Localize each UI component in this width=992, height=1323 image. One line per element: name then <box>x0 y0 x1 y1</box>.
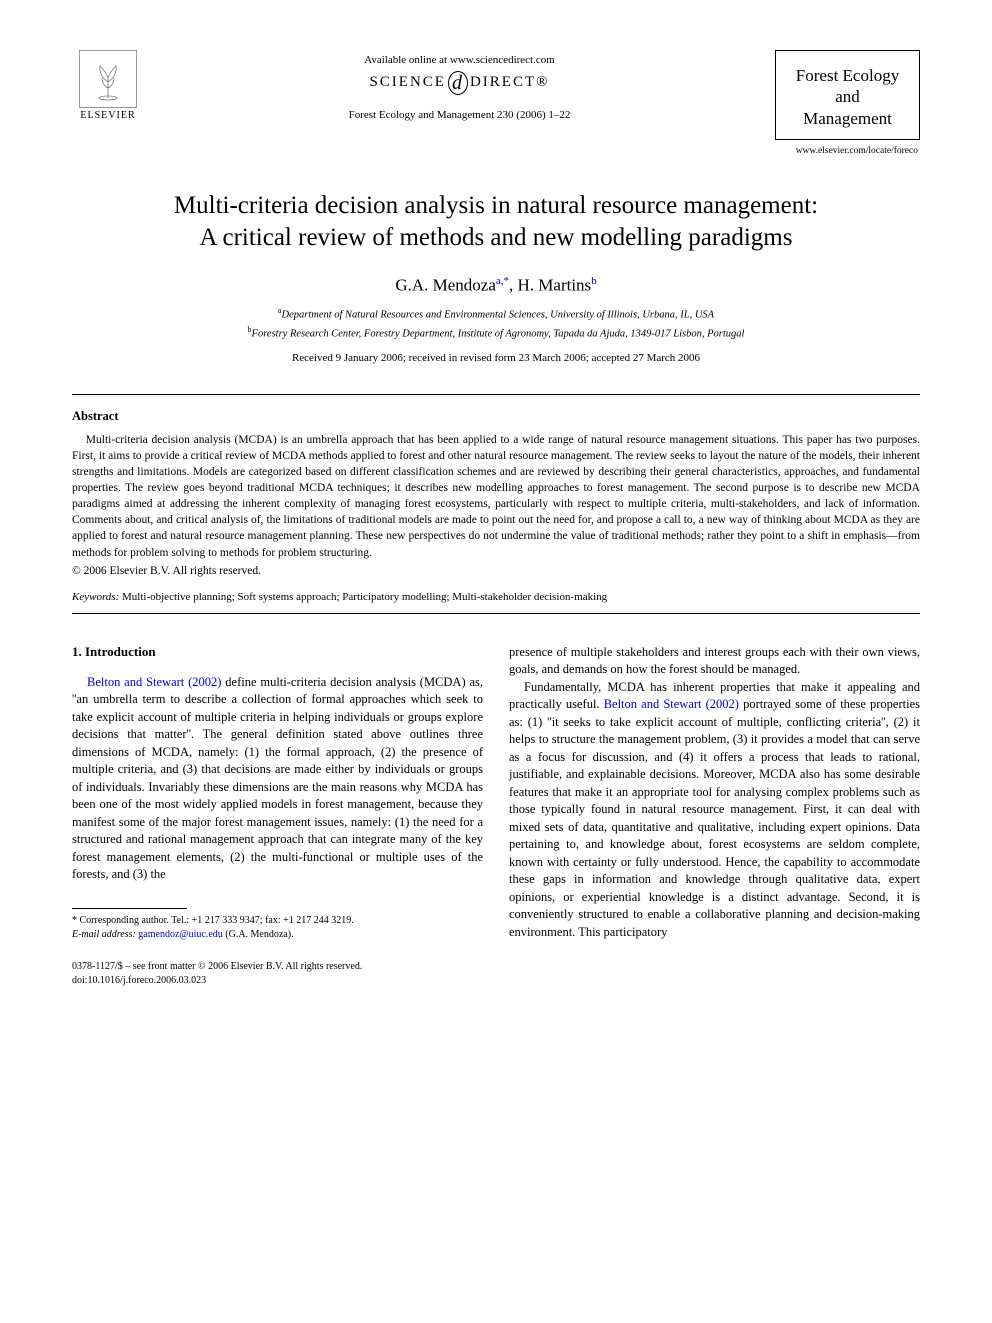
affiliation-b: bForestry Research Center, Forestry Depa… <box>72 324 920 342</box>
citation-belton-stewart-1[interactable]: Belton and Stewart (2002) <box>87 675 221 689</box>
author-2-name: H. Martins <box>518 275 592 294</box>
affiliations: aDepartment of Natural Resources and Env… <box>72 305 920 342</box>
author-1-name: G.A. Mendoza <box>395 275 496 294</box>
authors: G.A. Mendozaa,*, H. Martinsb <box>72 275 920 296</box>
journal-box-wrap: Forest Ecology and Management www.elsevi… <box>775 50 920 156</box>
article-page: ELSEVIER Available online at www.science… <box>0 0 992 1028</box>
section-1-heading: 1. Introduction <box>72 644 483 660</box>
elsevier-tree-icon <box>79 50 137 108</box>
issn-line: 0378-1127/$ – see front matter © 2006 El… <box>72 960 920 974</box>
journal-url[interactable]: www.elsevier.com/locate/foreco <box>775 146 920 156</box>
intro-para-right-2: Fundamentally, MCDA has inherent propert… <box>509 679 920 942</box>
journal-name-line1: Forest Ecology <box>782 65 913 86</box>
right-column: presence of multiple stakeholders and in… <box>509 644 920 942</box>
body-columns: 1. Introduction Belton and Stewart (2002… <box>72 644 920 942</box>
journal-cover-box: Forest Ecology and Management <box>775 50 920 140</box>
header-row: ELSEVIER Available online at www.science… <box>72 50 920 156</box>
journal-name-line3: Management <box>782 108 913 129</box>
keywords-text: Multi-objective planning; Soft systems a… <box>122 591 607 603</box>
corr-email-line: E-mail address: gamendoz@uiuc.edu (G.A. … <box>72 928 483 942</box>
email-label: E-mail address: <box>72 929 136 940</box>
footnote-rule <box>72 908 187 909</box>
author-1-affil-link[interactable]: a, <box>496 275 504 287</box>
divider-top <box>72 394 920 395</box>
article-dates: Received 9 January 2006; received in rev… <box>72 352 920 364</box>
corr-email-link[interactable]: gamendoz@uiuc.edu <box>138 929 222 940</box>
author-2-affil-link[interactable]: b <box>591 275 597 287</box>
affiliation-a: aDepartment of Natural Resources and Env… <box>72 305 920 323</box>
intro-para-right-1: presence of multiple stakeholders and in… <box>509 644 920 679</box>
journal-reference: Forest Ecology and Management 230 (2006)… <box>144 109 775 121</box>
sciencedirect-right: DIRECT® <box>470 74 550 90</box>
elsevier-label: ELSEVIER <box>80 110 135 121</box>
bottom-meta: 0378-1127/$ – see front matter © 2006 El… <box>72 960 920 988</box>
article-title: Multi-criteria decision analysis in natu… <box>72 190 920 255</box>
keywords: Keywords: Multi-objective planning; Soft… <box>72 591 920 603</box>
keywords-label: Keywords: <box>72 591 119 603</box>
corr-email-who: (G.A. Mendoza). <box>225 929 293 940</box>
sciencedirect-logo: SCIENCEdDIRECT® <box>144 72 775 95</box>
corresponding-footnote: * Corresponding author. Tel.: +1 217 333… <box>72 914 483 942</box>
title-line1: Multi-criteria decision analysis in natu… <box>174 192 818 219</box>
corr-author-line: * Corresponding author. Tel.: +1 217 333… <box>72 914 483 928</box>
citation-belton-stewart-2[interactable]: Belton and Stewart (2002) <box>604 697 739 711</box>
available-online-text: Available online at www.sciencedirect.co… <box>144 54 775 66</box>
abstract-heading: Abstract <box>72 409 920 424</box>
author-sep: , <box>509 275 518 294</box>
divider-bottom <box>72 613 920 614</box>
abstract-text: Multi-criteria decision analysis (MCDA) … <box>72 432 920 561</box>
copyright-line: © 2006 Elsevier B.V. All rights reserved… <box>72 565 920 577</box>
sciencedirect-at-icon: d <box>448 71 468 95</box>
journal-name-line2: and <box>782 86 913 107</box>
title-line2: A critical review of methods and new mod… <box>200 224 793 251</box>
header-center: Available online at www.sciencedirect.co… <box>144 50 775 121</box>
elsevier-logo: ELSEVIER <box>72 50 144 121</box>
doi-line: doi:10.1016/j.foreco.2006.03.023 <box>72 974 920 988</box>
intro-para-left: Belton and Stewart (2002) define multi-c… <box>72 674 483 884</box>
sciencedirect-left: SCIENCE <box>369 74 446 90</box>
left-column: 1. Introduction Belton and Stewart (2002… <box>72 644 483 942</box>
